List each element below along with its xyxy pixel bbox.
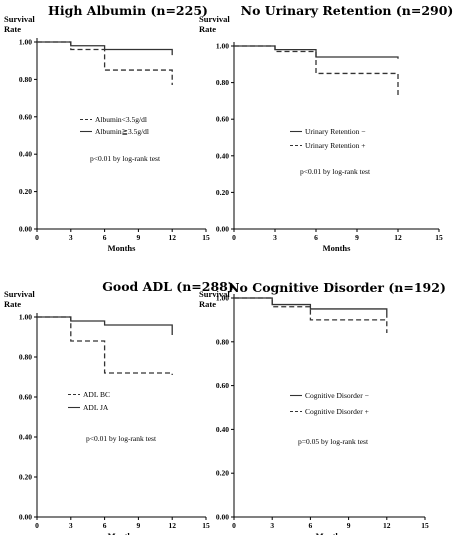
y-axis-label-line: Rate — [199, 24, 216, 34]
x-tick-label: 3 — [270, 521, 274, 530]
legend-label: Albumin<3.5g/dl — [95, 115, 147, 124]
y-axis-label-line: Rate — [4, 299, 21, 309]
y-tick-label: 0.60 — [216, 381, 229, 390]
series-line-dashed — [37, 316, 173, 375]
p-value-annotation: p<0.01 by log-rank test — [90, 154, 161, 163]
x-axis-label: Months — [323, 243, 352, 253]
x-tick-label: 6 — [314, 233, 318, 242]
x-tick-label: 9 — [355, 233, 359, 242]
x-tick-label: 15 — [202, 233, 210, 242]
chart-title: No Urinary Retention (n=290) — [241, 3, 454, 18]
y-axis-label-line: Rate — [4, 24, 21, 34]
x-tick-label: 12 — [394, 233, 402, 242]
y-tick-label: 0.40 — [19, 150, 32, 159]
x-axis-label: Months — [316, 531, 345, 535]
y-axis-label: Survival Rate — [4, 14, 35, 34]
x-tick-label: 6 — [309, 521, 313, 530]
series-line-dashed — [234, 297, 388, 334]
chart-panel-4: No Cognitive Disorder (n=192)Survival Rat… — [199, 280, 446, 535]
y-tick-label: 0.60 — [19, 112, 32, 121]
x-tick-label: 15 — [421, 521, 429, 530]
x-tick-label: 12 — [383, 521, 391, 530]
y-tick-label: 0.40 — [19, 433, 32, 442]
y-tick-label: 0.00 — [216, 225, 229, 234]
p-value-annotation: p<0.01 by log-rank test — [300, 167, 371, 176]
y-tick-label: 0.20 — [19, 473, 32, 482]
series-line-dashed — [234, 45, 399, 96]
legend-label: Albumin≧3.5g/dl — [95, 127, 149, 136]
y-tick-label: 0.60 — [216, 115, 229, 124]
chart-title: High Albumin (n=225) — [48, 3, 208, 18]
legend-label: Urinary Retention − — [305, 127, 365, 136]
x-tick-label: 12 — [168, 521, 176, 530]
x-tick-label: 6 — [103, 521, 107, 530]
x-tick-label: 15 — [435, 233, 443, 242]
chart-panel-1: High Albumin (n=225) Survival Rate 0.00 0.20… — [4, 3, 210, 253]
x-tick-label: 0 — [232, 521, 236, 530]
x-tick-label: 3 — [273, 233, 277, 242]
y-tick-label: 1.00 — [216, 294, 229, 303]
y-tick-label: 0.20 — [216, 188, 229, 197]
y-tick-label: 0.00 — [19, 513, 32, 522]
y-tick-label: 1.00 — [19, 313, 32, 322]
p-value-annotation: p=0.05 by log-rank test — [298, 437, 369, 446]
y-tick-label: 1.00 — [216, 42, 229, 51]
y-tick-label: 0.00 — [216, 513, 229, 522]
series-line-solid — [37, 316, 173, 335]
x-tick-label: 12 — [168, 233, 176, 242]
y-tick-label: 0.20 — [216, 469, 229, 478]
y-tick-label: 0.40 — [216, 151, 229, 160]
y-tick-label: 1.00 — [19, 38, 32, 47]
y-tick-label: 0.80 — [216, 78, 229, 87]
legend-label: Cognitive Disorder + — [305, 407, 369, 416]
legend-label: Urinary Retention + — [305, 141, 365, 150]
x-tick-label: 0 — [35, 521, 39, 530]
chart-title: No Cognitive Disorder (n=192) — [228, 280, 446, 295]
y-axis-label: Survival Rate — [199, 289, 230, 309]
x-tick-label: 3 — [69, 233, 73, 242]
x-tick-label: 6 — [103, 233, 107, 242]
y-axis-label: Survival Rate — [4, 289, 35, 309]
y-axis-label-line: Survival — [4, 289, 35, 299]
x-tick-label: 9 — [137, 521, 141, 530]
x-tick-label: 0 — [232, 233, 236, 242]
x-tick-label: 15 — [202, 521, 210, 530]
y-axis-label-line: Survival — [199, 289, 230, 299]
y-axis-label-line: Survival — [4, 14, 35, 24]
y-tick-label: 0.60 — [19, 393, 32, 402]
y-tick-label: 0.80 — [216, 337, 229, 346]
x-tick-label: 0 — [35, 233, 39, 242]
y-tick-label: 0.20 — [19, 187, 32, 196]
y-axis-label: Survival Rate — [199, 14, 230, 34]
chart-panel-2: No Urinary Retention (n=290) Survival Rate… — [199, 3, 453, 253]
x-tick-label: 3 — [69, 521, 73, 530]
y-axis-label-line: Survival — [199, 14, 230, 24]
x-axis-label: Months — [108, 243, 137, 253]
legend-label: Cognitive Disorder − — [305, 391, 369, 400]
x-tick-label: 9 — [137, 233, 141, 242]
x-axis-label: Months — [108, 531, 137, 535]
y-tick-label: 0.40 — [216, 425, 229, 434]
p-value-annotation: p<0.01 by log-rank test — [86, 434, 157, 443]
y-tick-label: 0.80 — [19, 75, 32, 84]
y-tick-label: 0.00 — [19, 225, 32, 234]
y-axis-label-line: Rate — [199, 299, 216, 309]
series-line-solid — [37, 41, 173, 56]
series-line-dashed — [37, 41, 173, 86]
chart-title: Good ADL (n=288) — [102, 279, 234, 294]
series-line-solid — [234, 297, 388, 318]
chart-panel-3: Good ADL (n=288)Survival Rate0.000.200.40… — [4, 279, 234, 535]
y-tick-label: 0.80 — [19, 353, 32, 362]
legend-label: ADL JA — [83, 403, 109, 412]
legend-label: ADL BC — [83, 390, 110, 399]
x-tick-label: 9 — [347, 521, 351, 530]
